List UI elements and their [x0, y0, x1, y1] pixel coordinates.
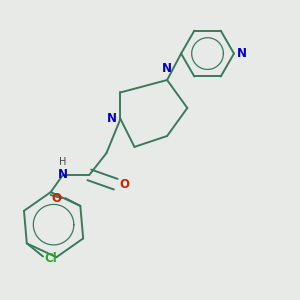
Text: O: O [52, 192, 62, 205]
Text: Cl: Cl [44, 251, 57, 265]
Text: N: N [107, 112, 117, 125]
Text: H: H [59, 157, 67, 167]
Text: N: N [58, 168, 68, 182]
Text: O: O [119, 178, 129, 191]
Text: N: N [236, 47, 247, 60]
Text: N: N [162, 62, 172, 75]
